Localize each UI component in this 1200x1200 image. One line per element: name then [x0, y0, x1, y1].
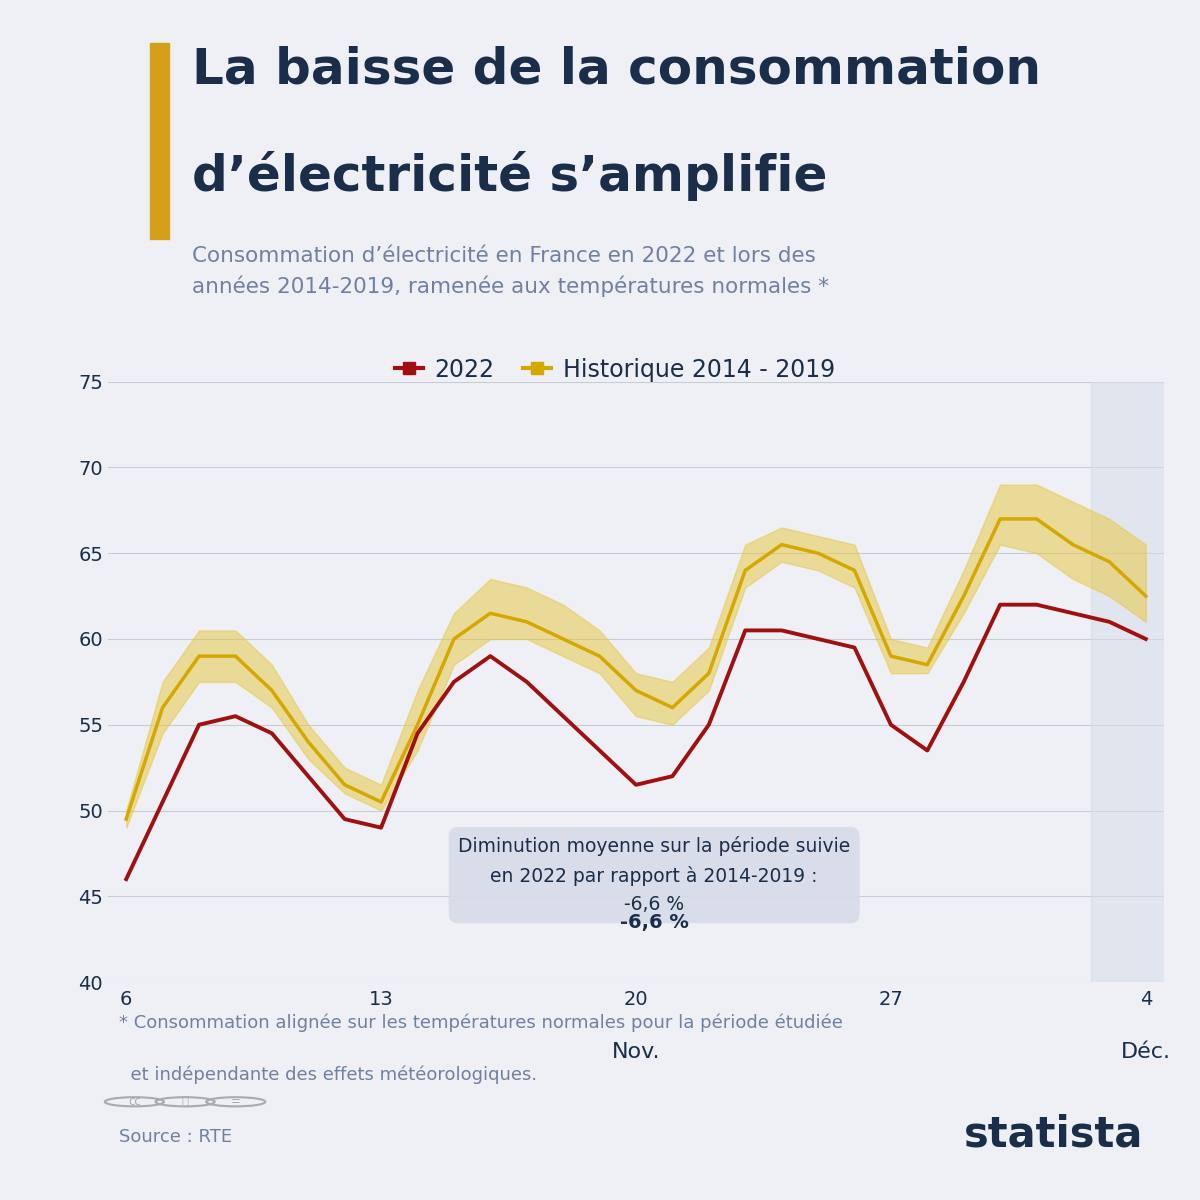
Text: ⓘ: ⓘ	[181, 1096, 188, 1109]
Text: Déc.: Déc.	[1121, 1042, 1171, 1062]
Bar	[1091, 382, 1164, 982]
Text: Consommation d’électricité en France en 2022 et lors des
années 2014-2019, ramen: Consommation d’électricité en France en …	[192, 246, 829, 296]
Text: La baisse de la consommation: La baisse de la consommation	[192, 46, 1042, 94]
Text: statista: statista	[964, 1114, 1142, 1156]
Text: Source : RTE: Source : RTE	[119, 1128, 232, 1146]
Text: d’électricité s’amplifie: d’électricité s’amplifie	[192, 151, 828, 200]
Legend: 2022, Historique 2014 - 2019: 2022, Historique 2014 - 2019	[385, 348, 845, 391]
Text: -6,6 %: -6,6 %	[619, 913, 689, 932]
Text: Nov.: Nov.	[612, 1042, 660, 1062]
Text: Diminution moyenne sur la période suivie
en 2022 par rapport à 2014-2019 :
-6,6 : Diminution moyenne sur la période suivie…	[458, 836, 851, 914]
Text: * Consommation alignée sur les températures normales pour la période étudiée: * Consommation alignée sur les températu…	[119, 1013, 842, 1032]
Text: cc: cc	[128, 1096, 140, 1109]
Bar	[150, 42, 169, 239]
Text: et indépendante des effets météorologiques.: et indépendante des effets météorologiqu…	[119, 1066, 536, 1085]
Text: =: =	[230, 1096, 241, 1109]
